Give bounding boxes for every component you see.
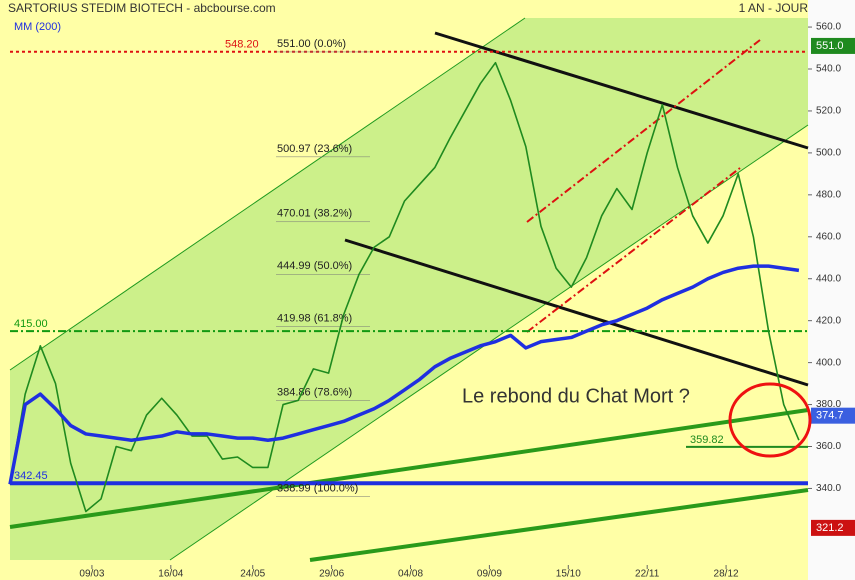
series-line <box>8 264 800 485</box>
x-tick-label: 24/05 <box>240 569 265 580</box>
fib-label: 384.86 (78.6%) <box>277 386 352 398</box>
y-tick-label: 440.0 <box>816 273 841 284</box>
x-tick-label: 04/08 <box>398 569 423 580</box>
trend-line <box>9 408 809 529</box>
y-tick-label: 360.0 <box>816 441 841 452</box>
price-tag <box>811 519 855 536</box>
trend-line <box>526 167 741 333</box>
chart-subtitle: 1 AN - JOUR <box>739 1 809 15</box>
axis-background <box>808 0 855 580</box>
y-tick-label: 560.0 <box>816 22 841 33</box>
trend-line <box>526 39 761 223</box>
price-tag-label: 374.7 <box>816 410 844 422</box>
y-tick-label: 480.0 <box>816 189 841 200</box>
fib-label: 444.99 (50.0%) <box>277 260 352 272</box>
x-tick-label: 09/09 <box>477 569 502 580</box>
x-tick-label: 09/03 <box>79 569 104 580</box>
x-tick-label: 29/06 <box>319 569 344 580</box>
trend-line <box>309 488 809 562</box>
x-tick-label: 16/04 <box>158 569 183 580</box>
price-tag <box>811 37 855 54</box>
level-label: 342.45 <box>14 470 48 482</box>
fib-label: 338.99 (100.0%) <box>277 482 358 494</box>
fib-label: 470.01 (38.2%) <box>277 208 352 220</box>
fib-label: 500.97 (23.6%) <box>277 143 352 155</box>
level-label: 548.20 <box>225 39 259 51</box>
x-tick-label: 28/12 <box>714 569 739 580</box>
y-tick-label: 400.0 <box>816 357 841 368</box>
price-tag-label: 551.0 <box>816 40 844 52</box>
y-tick-label: 380.0 <box>816 399 841 410</box>
chart-title: SARTORIUS STEDIM BIOTECH - abcbourse.com <box>8 1 276 15</box>
y-tick-label: 500.0 <box>816 148 841 159</box>
series-line <box>9 61 800 513</box>
marks: 340.0 360.0 380.0 400.0 420.0 440.0 460.0 480.0… <box>8 21 855 580</box>
y-tick-label: 520.0 <box>816 106 841 117</box>
y-tick-label: 460.0 <box>816 231 841 242</box>
price-tag-label: 321.2 <box>816 522 844 534</box>
level-label: 415.00 <box>14 318 48 330</box>
annotation: Le rebond du Chat Mort ? <box>462 385 690 407</box>
y-tick-label: 340.0 <box>816 483 841 494</box>
trend-line <box>9 17 526 371</box>
y-tick-label: 420.0 <box>816 315 841 326</box>
level-label: 359.82 <box>690 434 724 446</box>
highlight-circle <box>728 382 812 458</box>
fib-label: 419.98 (61.8%) <box>277 313 352 325</box>
fib-label: 551.00 (0.0%) <box>277 38 346 50</box>
price-tag <box>811 407 855 424</box>
x-tick-label: 15/10 <box>556 569 581 580</box>
legend-entry: MM (200) <box>14 21 61 33</box>
y-tick-label: 540.0 <box>816 64 841 75</box>
channel-fill <box>10 18 808 560</box>
trend-line <box>344 238 809 387</box>
x-tick-label: 22/11 <box>635 569 660 580</box>
